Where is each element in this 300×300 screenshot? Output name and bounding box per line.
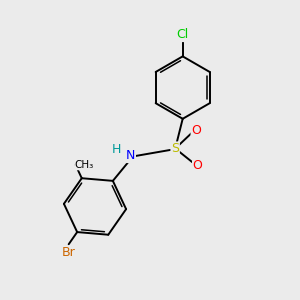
Text: S: S: [171, 142, 179, 155]
Text: Br: Br: [62, 246, 76, 259]
Text: O: O: [191, 124, 201, 136]
Text: N: N: [126, 149, 135, 162]
Text: H: H: [112, 142, 122, 156]
Text: CH₃: CH₃: [75, 160, 94, 170]
Text: Cl: Cl: [177, 28, 189, 41]
Text: O: O: [193, 159, 202, 172]
